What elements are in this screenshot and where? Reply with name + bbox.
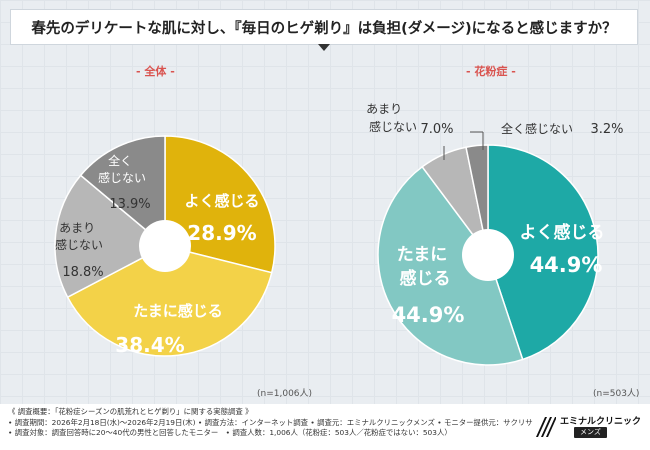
pie-chart-hayfever (377, 144, 599, 366)
value-often-hayfever: 44.9% (530, 253, 603, 277)
label-rarely-hayfever-line2: 感じない (369, 119, 417, 134)
survey-note-line: 《 調査概要：「花粉症シーズンの肌荒れとヒゲ剃り」に関する実態調査 》 (8, 407, 253, 416)
value-sometimes-all: 38.4% (115, 333, 184, 357)
page-title-text: 春先のデリケートな肌に対し、『毎日のヒゲ剃り』は負担(ダメージ)になると感じます… (31, 20, 617, 37)
label-never-all-line1: 全く (108, 153, 132, 168)
survey-note-line: • 調査期間：2026年2月18日(水)～2026年2月19日(木) • 調査方… (8, 417, 533, 427)
value-never-all: 13.9% (109, 197, 150, 212)
slice-often-all (164, 135, 276, 274)
page-title: 春先のデリケートな肌に対し、『毎日のヒゲ剃り』は負担(ダメージ)になると感じます… (10, 9, 638, 45)
label-never-all-line2: 感じない (98, 170, 146, 185)
chart-title-all: - 全体 - (136, 65, 175, 78)
label-often-all: よく感じる (184, 192, 259, 210)
slice-never-all (79, 135, 166, 248)
value-rarely-all: 18.8% (62, 265, 103, 280)
title-pointer (318, 44, 330, 51)
label-sometimes-all: たまに感じる (133, 302, 223, 320)
footer: 《 調査概要：「花粉症シーズンの肌荒れとヒゲ剃り」に関する実態調査 》 • 調査… (0, 404, 650, 450)
label-often-hayfever: よく感じる (520, 222, 605, 243)
value-rarely-hayfever: 7.0% (420, 122, 453, 137)
charts-canvas: よく感じる 28.9% たまに感じる 38.4% あまり 感じない 18.8% … (54, 102, 624, 366)
label-rarely-all-line1: あまり (59, 221, 95, 235)
pie-chart-all (54, 135, 276, 357)
value-sometimes-hayfever: 44.9% (392, 303, 465, 327)
chart-labels: よく感じる 28.9% たまに感じる 38.4% あまり 感じない 18.8% … (55, 102, 624, 357)
slice-rarely-all (54, 174, 167, 299)
survey-note-line: • 調査対象：調査回答時に20～40代の男性と回答したモニター • 調査人数：1… (8, 428, 452, 437)
sample-size-hayfever: (n=503人) (593, 389, 640, 399)
label-rarely-all: あまり 感じない (55, 221, 103, 252)
clinic-logo-name: エミナルクリニック (560, 417, 642, 427)
donut-hole (139, 220, 191, 272)
clinic-logo-sub: メンズ (574, 427, 607, 438)
value-never-hayfever: 3.2% (590, 122, 623, 137)
label-never-all: 全く 感じない (98, 153, 146, 185)
label-rarely-hayfever: あまり 感じない (366, 102, 417, 134)
clinic-logo: エミナルクリニック メンズ (534, 413, 642, 441)
label-sometimes-hayfever: たまに 感じる (397, 245, 453, 289)
label-rarely-all-line2: 感じない (55, 237, 103, 252)
label-rarely-hayfever-line1: あまり (366, 102, 402, 116)
slice-never-hayfever (465, 144, 489, 256)
survey-notes: 《 調査概要：「花粉症シーズンの肌荒れとヒゲ剃り」に関する実態調査 》 • 調査… (8, 407, 533, 439)
label-sometimes-hayfever-line2: 感じる (400, 268, 451, 289)
donut-hole (462, 229, 514, 281)
slice-sometimes-hayfever (377, 165, 524, 366)
label-sometimes-hayfever-line1: たまに (397, 245, 448, 265)
clinic-logo-icon (536, 417, 556, 437)
value-often-all: 28.9% (187, 221, 256, 245)
slice-often-hayfever (487, 144, 599, 361)
slice-sometimes-all (66, 245, 273, 357)
sample-size-all: (n=1,006人) (257, 389, 313, 399)
label-never-hayfever: 全く感じない (501, 121, 573, 136)
chart-title-hayfever: - 花粉症 - (466, 65, 516, 78)
